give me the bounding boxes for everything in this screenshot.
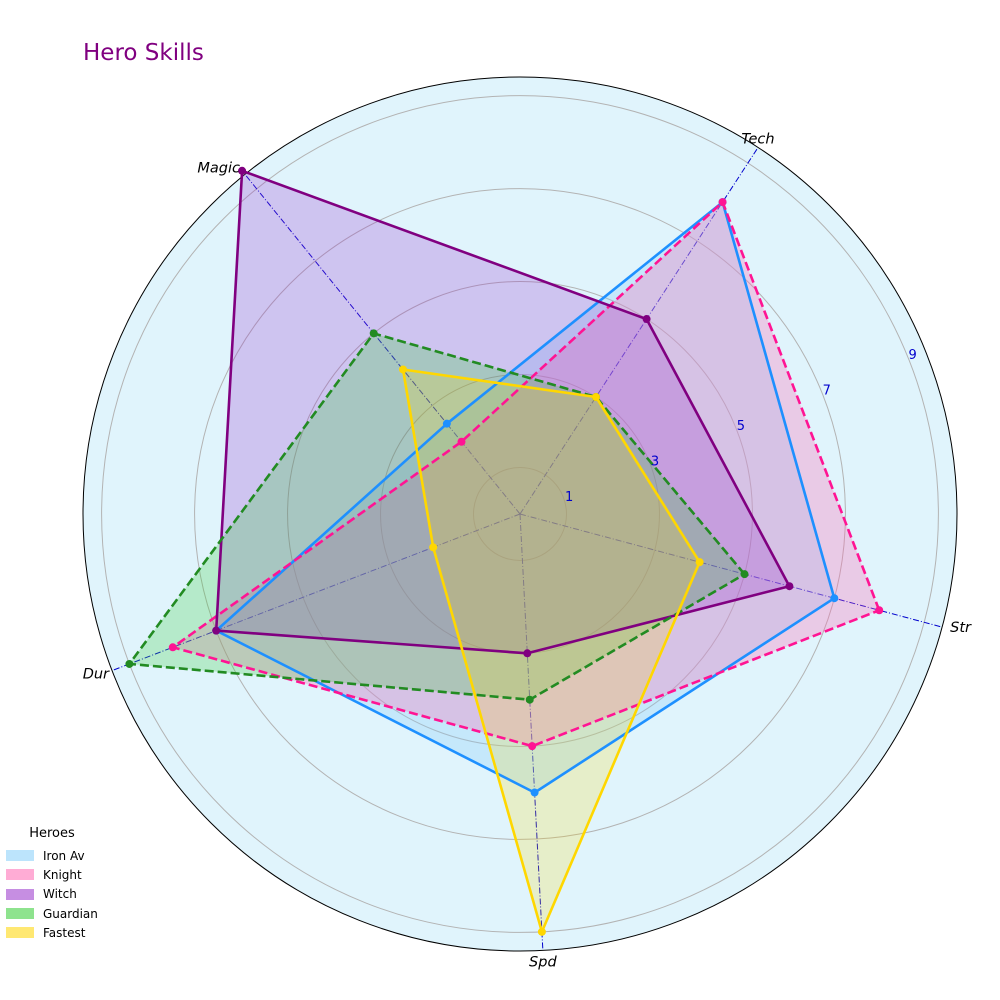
- legend-swatch: [6, 850, 34, 862]
- series-point-0: [530, 788, 539, 797]
- axis-spoke: [111, 513, 521, 672]
- legend-label: Iron Av: [43, 848, 85, 863]
- axis-label-tech: Tech: [741, 132, 774, 148]
- series-line-2: [214, 169, 791, 655]
- series-fill-4: [403, 369, 700, 932]
- series-point-3: [740, 570, 749, 579]
- series-fill-0: [216, 202, 835, 793]
- r-tick-label: 9: [909, 348, 917, 363]
- series-line-1: [171, 200, 881, 748]
- axis-spoke: [519, 147, 759, 515]
- series-point-2: [523, 649, 532, 658]
- r-tick-label: 3: [651, 455, 659, 470]
- r-tick-label: 1: [565, 490, 573, 505]
- axis-label-spd: Spd: [529, 954, 557, 970]
- series-fill-3: [129, 333, 745, 700]
- series-point-3: [369, 329, 378, 338]
- r-tick-label: 5: [737, 419, 745, 434]
- chart-title: Hero Skills: [83, 40, 204, 66]
- grid-circle: [194, 188, 846, 840]
- series-line-0: [214, 200, 836, 794]
- series-fill-2: [216, 170, 790, 654]
- series-point-1: [168, 643, 177, 652]
- series-point-2: [642, 315, 651, 324]
- series-point-4: [398, 365, 407, 374]
- legend-item: Knight: [6, 865, 98, 884]
- series-line-3: [128, 332, 746, 702]
- legend-label: Fastest: [43, 925, 86, 940]
- grid-circle: [101, 95, 939, 933]
- series-point-1: [718, 198, 727, 207]
- legend-item: Iron Av: [6, 846, 98, 865]
- legend-item: Guardian: [6, 904, 98, 923]
- legend-swatch: [6, 908, 34, 920]
- axis-spoke: [519, 513, 943, 628]
- series-point-0: [442, 419, 451, 428]
- axis-spoke: [244, 174, 521, 515]
- grid-circle: [473, 467, 567, 561]
- axis-label-str: Str: [950, 620, 972, 636]
- series-point-1: [528, 742, 537, 751]
- legend-label: Witch: [43, 887, 77, 902]
- legend-item: Witch: [6, 885, 98, 904]
- grid-circle: [287, 281, 753, 747]
- legend-label: Knight: [43, 867, 82, 882]
- axis-label-dur: Dur: [83, 667, 110, 683]
- legend-label: Guardian: [43, 906, 98, 921]
- series-point-3: [525, 695, 534, 704]
- series-line-4: [401, 368, 701, 934]
- series-point-4: [695, 558, 704, 567]
- series-point-1: [457, 437, 466, 446]
- series-point-2: [212, 626, 221, 635]
- series-point-2: [238, 166, 247, 175]
- series-point-2: [785, 582, 794, 591]
- legend: Heroes Iron Av Knight Witch Guardian Fastest: [6, 826, 98, 942]
- series-point-4: [537, 927, 546, 936]
- axis-label-magic: Magic: [197, 160, 240, 176]
- legend-swatch: [6, 927, 34, 939]
- series-point-1: [875, 606, 884, 615]
- series-point-3: [125, 659, 134, 668]
- series-point-4: [591, 393, 600, 402]
- legend-title: Heroes: [29, 826, 75, 841]
- series-fill-1: [172, 202, 880, 747]
- legend-swatch: [6, 888, 34, 900]
- legend-item: Fastest: [6, 923, 98, 942]
- polar-frame: [82, 76, 958, 952]
- axis-spoke: [519, 513, 544, 951]
- series-point-0: [830, 594, 839, 603]
- legend-swatch: [6, 869, 34, 881]
- r-tick-label: 7: [823, 383, 831, 398]
- series-point-4: [429, 543, 438, 552]
